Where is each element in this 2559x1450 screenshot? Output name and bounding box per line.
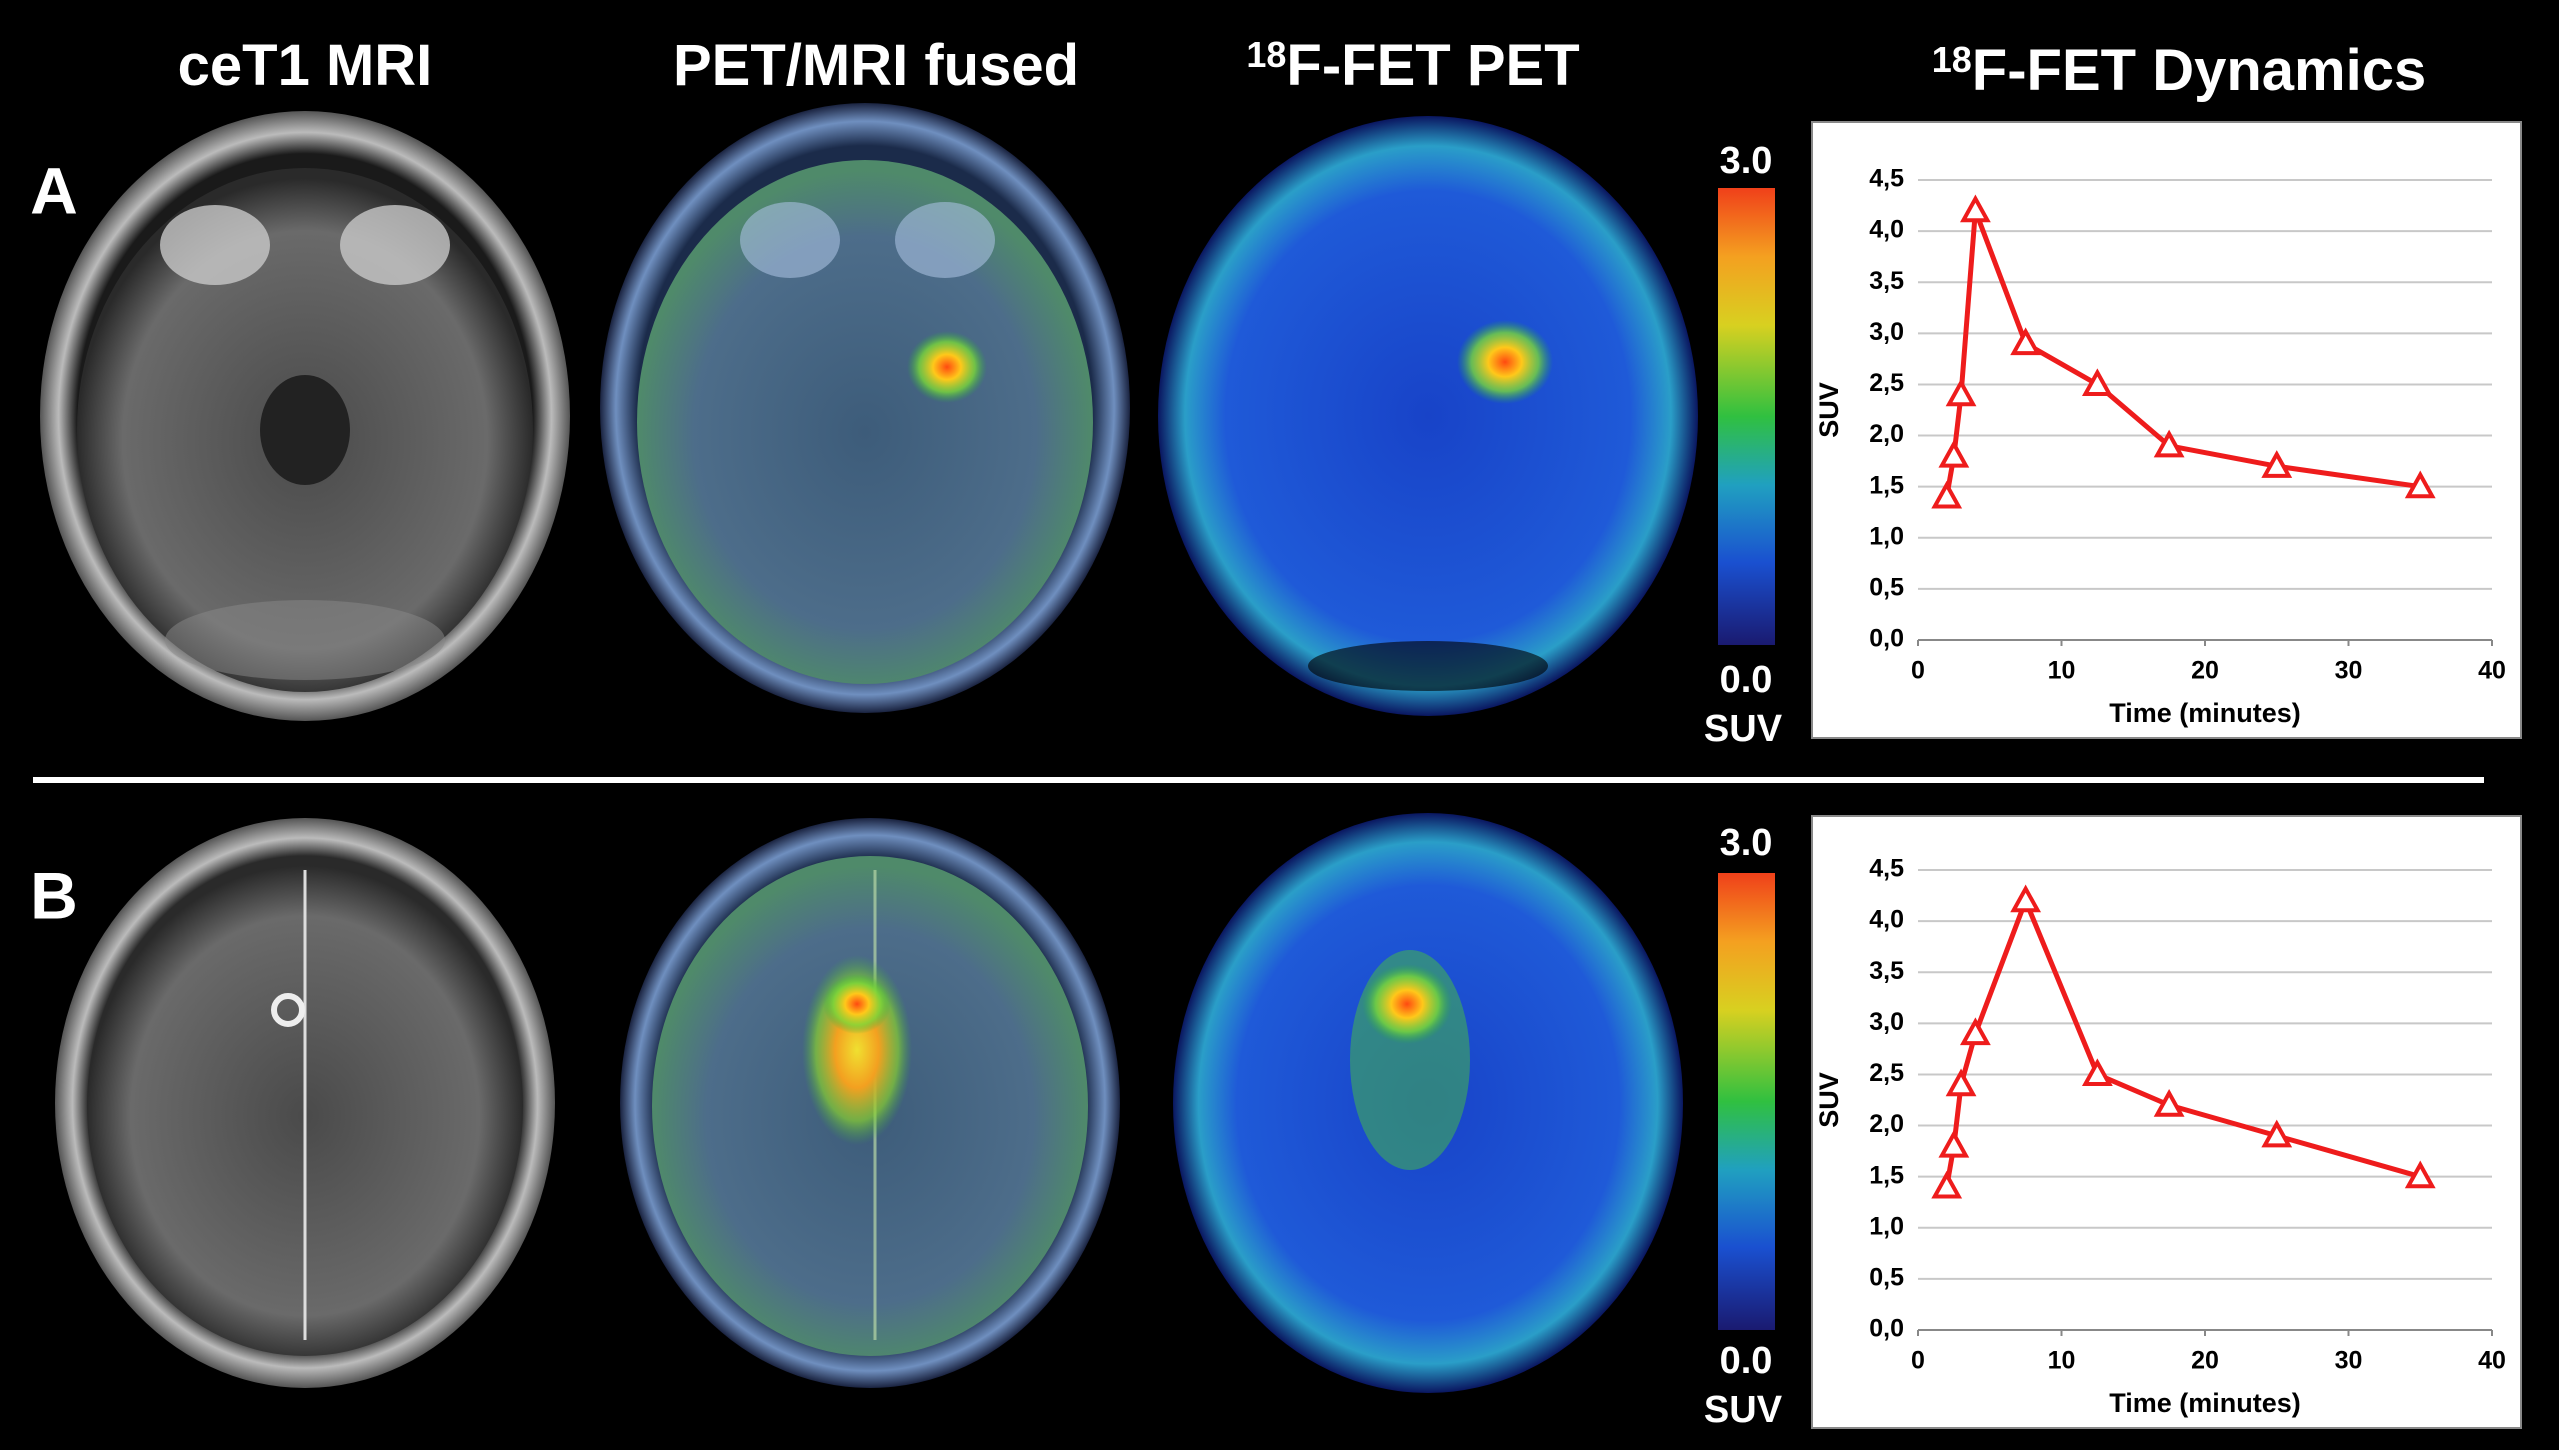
colorbar [1718,873,1775,1330]
row-label: A [30,153,78,227]
y-tick-label: 3,5 [1869,267,1904,295]
chart: 0,0 0,5 1,0 1,5 2,0 2,5 3,0 3,5 4,0 4,5 0 10 20 30 40 T… [1811,815,2522,1429]
x-tick-label: 30 [2335,1347,2363,1375]
y-tick-label: 2,0 [1869,420,1904,448]
data-marker [1945,1068,1977,1097]
data-marker [2153,1088,2185,1117]
x-tick-label: 0 [1911,657,1925,685]
chart: 0,0 0,5 1,0 1,5 2,0 2,5 3,0 3,5 4,0 4,5 0 10 20 30 40 T… [1811,121,2522,739]
column-header: 18F-FET PET [1246,33,1579,98]
data-marker [1931,1170,1963,1199]
data-marker [2261,450,2293,478]
y-axis-label: SUV [1814,382,1844,438]
y-axis-label: SUV [1814,1072,1844,1128]
data-marker [2404,470,2436,499]
data-marker [1938,439,1970,468]
y-tick-label: 4,5 [1869,165,1904,193]
x-tick-label: 20 [2191,657,2219,685]
column-header: PET/MRI fused [673,33,1079,98]
row-label: B [30,858,78,932]
pet-image [1173,813,1683,1393]
mri-image [55,818,555,1388]
x-tick-label: 40 [2478,1347,2506,1375]
colorbar-unit: SUV [1704,708,1783,750]
mri-image [40,111,570,721]
y-tick-label: 3,5 [1869,957,1904,985]
data-marker [1945,378,1977,407]
y-tick-label: 0,0 [1869,625,1904,653]
y-tick-label: 1,5 [1869,1161,1904,1189]
column-header: 18F-FET Dynamics [1932,38,2426,103]
y-tick-label: 3,0 [1869,318,1904,346]
y-tick-label: 1,0 [1869,522,1904,550]
data-marker [2010,327,2042,356]
y-tick-label: 0,0 [1869,1315,1904,1343]
colorbar [1718,188,1775,645]
data-marker [2010,884,2042,913]
data-marker [2261,1119,2293,1148]
x-tick-label: 30 [2335,657,2363,685]
colorbar-min: 0.0 [1720,659,1773,701]
y-tick-label: 4,0 [1869,906,1904,934]
y-tick-label: 2,5 [1869,369,1904,397]
y-tick-label: 1,0 [1869,1212,1904,1240]
data-marker [2153,429,2185,458]
x-axis-label: Time (minutes) [2109,1388,2301,1418]
data-marker [2081,368,2113,397]
y-tick-label: 0,5 [1869,1263,1904,1291]
x-tick-label: 0 [1911,1347,1925,1375]
header-text: F-FET Dynamics [1972,38,2426,103]
y-tick-label: 3,0 [1869,1008,1904,1036]
colorbar-max: 3.0 [1720,140,1773,182]
y-tick-label: 0,5 [1869,573,1904,601]
pet-image [1158,116,1698,716]
header-text: F-FET PET [1286,33,1579,98]
column-header: ceT1 MRI [178,33,433,98]
y-tick-label: 4,5 [1869,855,1904,883]
superscript: 18 [1932,39,1972,80]
data-marker [1931,480,1963,509]
data-marker [2081,1058,2113,1087]
data-marker [1960,1017,1991,1046]
colorbar-max: 3.0 [1720,822,1773,864]
x-tick-label: 40 [2478,657,2506,685]
colorbar-unit: SUV [1704,1389,1783,1431]
chart-panel [1811,815,2522,1429]
data-marker [2404,1160,2436,1189]
y-tick-label: 2,5 [1869,1059,1904,1087]
chart-panel [1811,121,2522,739]
y-tick-label: 4,0 [1869,216,1904,244]
fused-image [600,103,1130,713]
y-tick-label: 2,0 [1869,1110,1904,1138]
data-marker [1938,1129,1970,1158]
fused-image [620,818,1120,1388]
colorbar-min: 0.0 [1720,1340,1773,1382]
x-axis-label: Time (minutes) [2109,698,2301,728]
data-marker [1960,194,1991,223]
x-tick-label: 10 [2048,657,2076,685]
x-tick-label: 20 [2191,1347,2219,1375]
y-tick-label: 1,5 [1869,471,1904,499]
superscript: 18 [1246,34,1286,75]
x-tick-label: 10 [2048,1347,2076,1375]
